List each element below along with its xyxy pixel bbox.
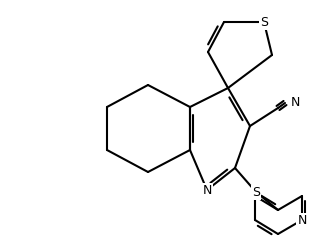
Text: S: S	[252, 186, 260, 198]
Text: N: N	[297, 214, 307, 226]
Text: N: N	[291, 96, 300, 108]
Text: N: N	[202, 184, 212, 196]
Text: S: S	[260, 16, 268, 28]
